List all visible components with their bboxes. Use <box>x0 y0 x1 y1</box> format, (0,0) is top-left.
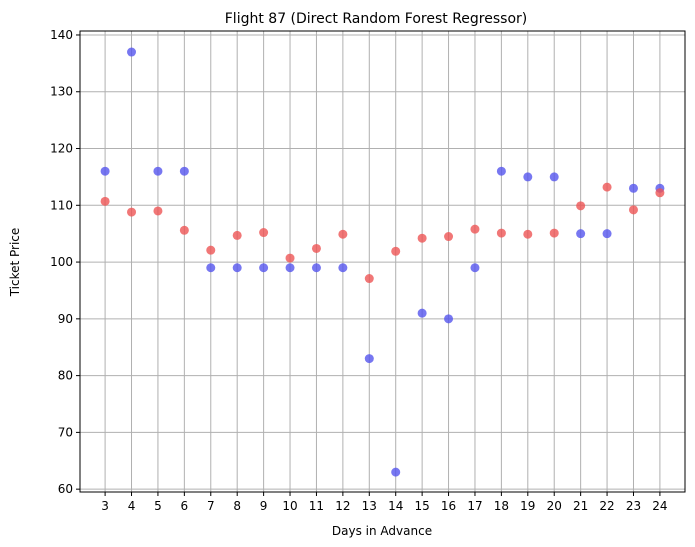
y-tick-label: 140 <box>50 28 73 42</box>
series-1-point <box>259 263 269 273</box>
y-tick-label: 110 <box>50 198 73 212</box>
x-tick-label: 19 <box>520 499 535 513</box>
x-tick-label: 12 <box>335 499 350 513</box>
series-1-point <box>100 166 110 176</box>
y-tick-label: 80 <box>58 369 73 383</box>
series-1-point <box>153 166 163 176</box>
series-2-point <box>179 225 189 235</box>
x-tick-label: 18 <box>494 499 509 513</box>
series-2-point <box>391 246 401 256</box>
data-points <box>100 47 665 477</box>
series-2-point <box>338 229 348 239</box>
x-tick-label: 3 <box>101 499 109 513</box>
x-tick-label: 22 <box>599 499 614 513</box>
series-1-point <box>364 354 374 364</box>
series-2-point <box>655 188 665 198</box>
x-axis-label: Days in Advance <box>332 524 432 538</box>
series-2-point <box>496 228 506 238</box>
x-tick-label: 15 <box>414 499 429 513</box>
series-2-point <box>232 230 242 240</box>
series-1-point <box>470 263 480 273</box>
series-1-point <box>127 47 137 57</box>
x-tick-label: 11 <box>309 499 324 513</box>
x-tick-label: 7 <box>207 499 215 513</box>
chart-title: Flight 87 (Direct Random Forest Regresso… <box>225 11 527 27</box>
series-1-point <box>628 183 638 193</box>
series-2-point <box>523 229 533 239</box>
plot-area <box>79 30 686 493</box>
series-1-point <box>523 172 533 182</box>
series-1-point <box>179 166 189 176</box>
series-1-point <box>549 172 559 182</box>
series-2-point <box>285 253 295 263</box>
series-2-point <box>206 245 216 255</box>
series-2-point <box>127 207 137 217</box>
series-1-point <box>602 229 612 239</box>
x-tick-label: 13 <box>362 499 377 513</box>
y-axis-label: Ticket Price <box>8 228 22 298</box>
x-tick-label: 24 <box>652 499 667 513</box>
x-tick-label: 5 <box>154 499 162 513</box>
y-tick-label: 130 <box>50 85 73 99</box>
x-tick-label: 23 <box>626 499 641 513</box>
series-2-point <box>417 233 427 243</box>
grid-lines <box>80 31 685 492</box>
series-1-point <box>391 467 401 477</box>
series-2-point <box>100 196 110 206</box>
x-tick-label: 17 <box>467 499 482 513</box>
y-tick-label: 60 <box>58 482 73 496</box>
x-tick-label: 16 <box>441 499 456 513</box>
y-tick-label: 120 <box>50 142 73 156</box>
x-tick-label: 9 <box>260 499 268 513</box>
series-1-point <box>285 263 295 273</box>
series-1-point <box>338 263 348 273</box>
x-tick-label: 14 <box>388 499 403 513</box>
series-2-point <box>602 182 612 192</box>
x-tick-label: 10 <box>282 499 297 513</box>
y-tick-label: 100 <box>50 255 73 269</box>
x-tick-label: 20 <box>547 499 562 513</box>
y-tick-label: 70 <box>58 425 73 439</box>
series-2-point <box>364 274 374 284</box>
x-tick-label: 6 <box>181 499 189 513</box>
series-1-point <box>232 263 242 273</box>
x-tick-label: 21 <box>573 499 588 513</box>
series-2-point <box>549 228 559 238</box>
series-2-point <box>444 232 454 242</box>
series-1-point <box>496 166 506 176</box>
series-1-point <box>444 314 454 324</box>
series-1-point <box>576 229 586 239</box>
series-2-point <box>153 206 163 216</box>
series-2-point <box>628 205 638 215</box>
series-1-point <box>417 308 427 318</box>
series-2-point <box>470 224 480 234</box>
series-1-point <box>311 263 321 273</box>
y-tick-label: 90 <box>58 312 73 326</box>
x-tick-label: 4 <box>128 499 136 513</box>
axis-ticks: 3 4 5 6 7 8 9 10 11 12 13 14 15 16 17 18 19 20 21 22 23 24 60 7… <box>50 28 667 513</box>
series-2-point <box>259 228 269 238</box>
x-tick-label: 8 <box>233 499 241 513</box>
series-2-point <box>576 201 586 211</box>
series-2-point <box>311 243 321 253</box>
series-1-point <box>206 263 216 273</box>
